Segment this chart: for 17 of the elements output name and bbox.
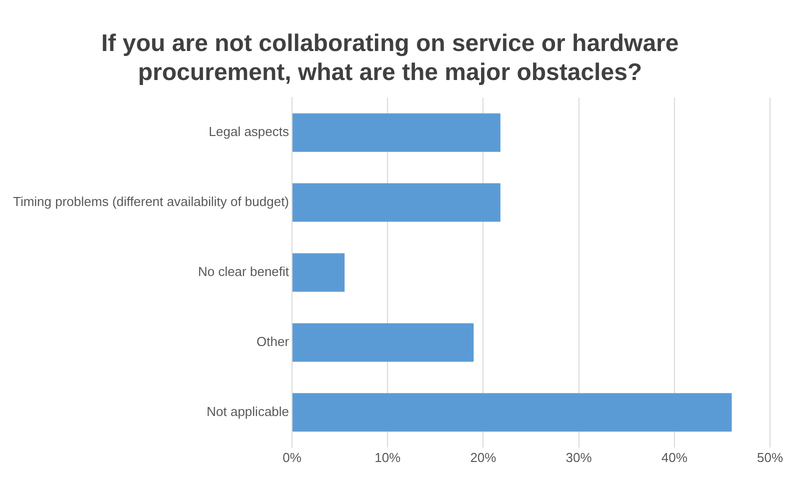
chart-title: If you are not collaborating on service or hardware procurement, what are the major obstacles?: [101, 30, 679, 86]
x-tick-label: 20%: [470, 450, 497, 465]
bar: [292, 113, 500, 152]
x-tick-label: 30%: [566, 450, 592, 465]
bar: [292, 253, 345, 292]
bar: [292, 393, 732, 432]
bar: [292, 183, 500, 222]
x-tick-label: 0%: [282, 450, 302, 465]
y-tick-label: No clear benefit: [198, 264, 290, 280]
x-tick-label: 40%: [661, 450, 688, 465]
x-tick-label: 10%: [374, 450, 402, 465]
y-tick-label: Timing problems (different availability of budget): [12, 194, 290, 210]
y-tick-label: Not applicable: [206, 404, 290, 419]
y-tick-label: Other: [256, 334, 290, 350]
x-tick-label: 50%: [756, 450, 784, 465]
y-tick-label: Legal aspects: [208, 124, 290, 140]
bar: [292, 323, 474, 362]
